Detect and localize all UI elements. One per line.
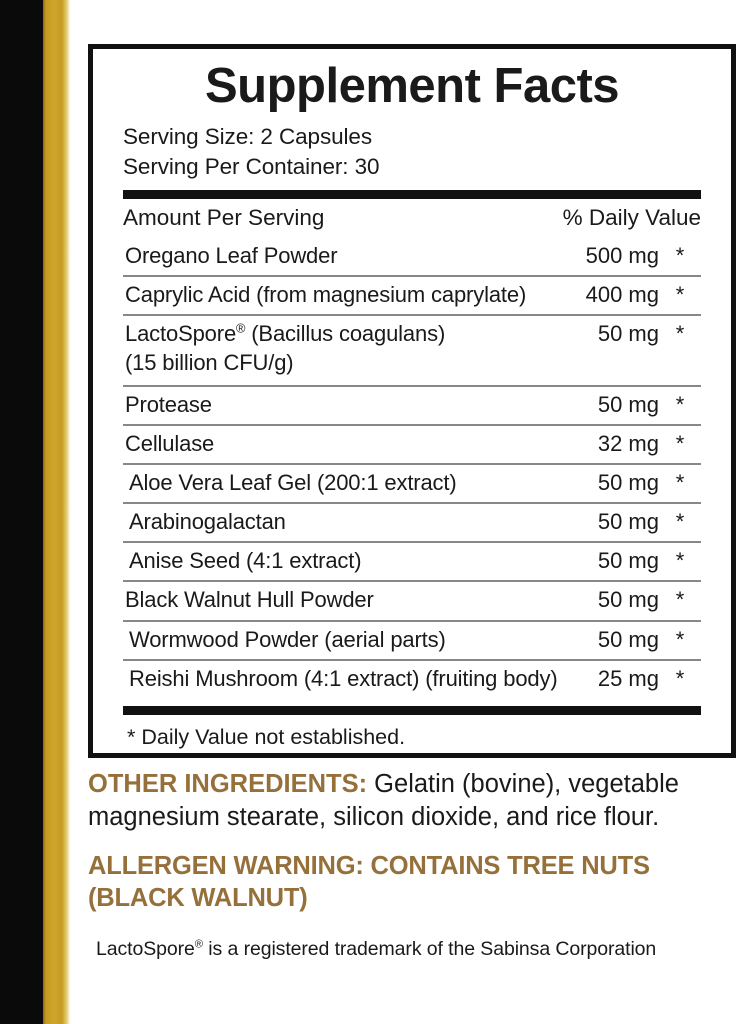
ingredient-name: LactoSpore® (Bacillus coagulans) (15 bill… — [123, 320, 559, 376]
ingredient-name-primary: Anise Seed (4:1 extract) — [129, 548, 362, 574]
ingredient-name: Reishi Mushroom (4:1 extract) (fruiting … — [123, 665, 559, 693]
serving-info-block: Serving Size: 2 Capsules Serving Per Con… — [123, 122, 701, 182]
stripe-black-band — [0, 0, 43, 1024]
ingredient-amount: 50 mg — [597, 548, 659, 574]
ingredient-daily-value: * — [675, 391, 685, 417]
ingredient-amount: 400 mg — [585, 282, 659, 308]
ingredient-amount: 500 mg — [585, 243, 659, 269]
ingredient-amount: 50 mg — [597, 469, 659, 495]
ingredient-name-secondary: (15 billion CFU/g) — [125, 349, 294, 375]
ingredient-name: Anise Seed (4:1 extract) — [123, 547, 559, 575]
ingredient-row: Arabinogalactan 50 mg * — [123, 504, 701, 541]
servings-per-container-line: Serving Per Container: 30 — [123, 153, 380, 179]
ingredient-daily-value: * — [675, 587, 685, 613]
stripe-gold-band — [43, 0, 70, 1024]
ingredient-name-primary: Reishi Mushroom (4:1 extract) (fruiting … — [129, 665, 558, 691]
serving-size-line: Serving Size: 2 Capsules — [123, 123, 372, 149]
row-divider — [123, 658, 701, 661]
ingredient-row: Wormwood Powder (aerial parts) 50 mg * — [123, 622, 701, 659]
ingredient-daily-value: * — [675, 321, 685, 347]
footer-thick-rule — [123, 705, 701, 715]
other-ingredients-label: OTHER INGREDIENTS: — [88, 770, 368, 798]
daily-value-header: % Daily Value — [562, 204, 701, 230]
ingredient-name: Caprylic Acid (from magnesium caprylate) — [123, 281, 559, 309]
row-divider — [123, 462, 701, 465]
row-divider — [123, 541, 701, 544]
ingredient-daily-value: * — [675, 243, 685, 269]
ingredient-amount: 50 mg — [597, 626, 659, 652]
ingredient-amount: 50 mg — [597, 321, 659, 347]
ingredient-amount: 50 mg — [597, 509, 659, 535]
ingredient-amount: 50 mg — [597, 587, 659, 613]
amount-per-serving-header: Amount Per Serving — [123, 204, 325, 230]
row-divider — [123, 580, 701, 583]
row-divider — [123, 619, 701, 622]
row-divider — [123, 423, 701, 426]
panel-title: Supplement Facts — [204, 59, 620, 113]
ingredient-name-primary: Arabinogalactan — [129, 509, 286, 535]
ingredient-name: Wormwood Powder (aerial parts) — [123, 626, 559, 654]
row-divider — [123, 384, 701, 387]
other-ingredients-text: Gelatin (bovine), vegetable magnesium st… — [88, 770, 679, 831]
trademark-notice: LactoSpore® is a registered trademark of… — [96, 938, 657, 960]
ingredient-row: Oregano Leaf Powder 500 mg * — [123, 238, 701, 275]
ingredient-name: Cellulase — [123, 430, 559, 458]
ingredient-name: Arabinogalactan — [123, 508, 559, 536]
registered-trademark-symbol: ® — [194, 938, 203, 951]
ingredient-row: Anise Seed (4:1 extract) 50 mg * — [123, 543, 701, 580]
ingredient-row: Aloe Vera Leaf Gel (200:1 extract) 50 mg * — [123, 465, 701, 502]
daily-value-footnote: * Daily Value not established. — [127, 724, 406, 749]
registered-trademark-symbol: ® — [236, 321, 246, 337]
ingredient-name: Aloe Vera Leaf Gel (200:1 extract) — [123, 469, 559, 497]
supplement-facts-panel: Supplement Facts Serving Size: 2 Capsule… — [88, 44, 736, 758]
ingredient-name-primary: Oregano Leaf Powder — [125, 243, 338, 269]
left-edge-stripe — [0, 0, 70, 1024]
ingredient-row: Caprylic Acid (from magnesium caprylate)… — [123, 277, 701, 314]
ingredient-daily-value: * — [675, 469, 685, 495]
ingredient-daily-value: * — [675, 430, 685, 456]
ingredient-daily-value: * — [675, 509, 685, 535]
ingredient-row: Cellulase 32 mg * — [123, 426, 701, 463]
ingredient-amount: 32 mg — [597, 430, 659, 456]
ingredient-daily-value: * — [675, 282, 685, 308]
ingredient-row: LactoSpore® (Bacillus coagulans) (15 bill… — [123, 316, 701, 384]
ingredient-row: Black Walnut Hull Powder 50 mg * — [123, 582, 701, 619]
ingredient-row: Reishi Mushroom (4:1 extract) (fruiting … — [123, 661, 701, 698]
ingredient-daily-value: * — [675, 665, 685, 691]
ingredient-amount: 50 mg — [597, 391, 659, 417]
ingredient-name-primary: Aloe Vera Leaf Gel (200:1 extract) — [129, 469, 457, 495]
ingredient-name-primary: Black Walnut Hull Powder — [125, 587, 374, 613]
ingredient-name-primary: Cellulase — [125, 430, 215, 456]
ingredient-row: Protease 50 mg * — [123, 387, 701, 424]
row-divider — [123, 275, 701, 278]
ingredient-rows: Oregano Leaf Powder 500 mg * Caprylic Acid … — [123, 238, 701, 698]
other-ingredients-paragraph: OTHER INGREDIENTS: Gelatin (bovine), veg… — [88, 768, 750, 833]
allergen-warning: ALLERGEN WARNING: CONTAINS TREE NUTS (BL… — [88, 852, 650, 913]
ingredient-name-primary: LactoSpore® (Bacillus coagulans) — [125, 321, 446, 347]
row-divider — [123, 502, 701, 505]
ingredient-amount: 25 mg — [597, 665, 659, 691]
ingredient-name: Black Walnut Hull Powder — [123, 586, 559, 614]
header-thick-rule — [123, 189, 701, 199]
ingredient-name-primary: Wormwood Powder (aerial parts) — [129, 626, 446, 652]
bottom-copy-section: OTHER INGREDIENTS: Gelatin (bovine), veg… — [88, 768, 750, 962]
ingredient-name-primary: Protease — [125, 391, 212, 417]
ingredient-daily-value: * — [675, 626, 685, 652]
ingredient-daily-value: * — [675, 548, 685, 574]
ingredient-name: Oregano Leaf Powder — [123, 242, 559, 270]
ingredient-name: Protease — [123, 391, 559, 419]
table-column-headers: Amount Per Serving % Daily Value — [123, 199, 701, 238]
row-divider — [123, 314, 701, 317]
ingredient-name-primary: Caprylic Acid (from magnesium caprylate) — [125, 282, 527, 308]
